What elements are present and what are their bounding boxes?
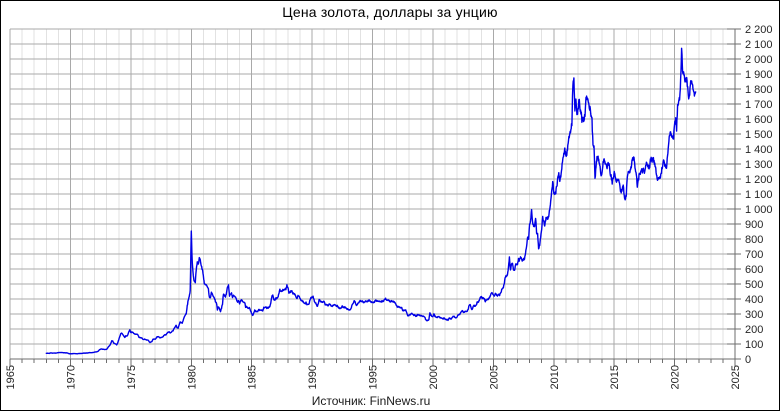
source-caption: Источник: FinNews.ru [311, 394, 431, 408]
y-axis-label: 2 100 [745, 39, 773, 51]
y-axis-labels: 0 100 200 300 400 500 600 700 800 900 1 000 1 100 1 … [745, 24, 773, 366]
grid-major-horizontal [10, 28, 735, 345]
x-axis-label: 1970 [65, 365, 77, 389]
y-axis-label: 1 400 [745, 144, 773, 156]
y-axis-label: 1 800 [745, 84, 773, 96]
x-axis-label: 2010 [549, 365, 561, 389]
y-axis-label: 1 200 [745, 174, 773, 186]
y-axis-label: 900 [745, 219, 763, 231]
y-axis-label: 600 [745, 264, 763, 276]
y-axis-label: 200 [745, 324, 763, 336]
y-axis-label: 1 900 [745, 69, 773, 81]
x-axis-label: 1980 [186, 365, 198, 389]
y-axis-ticks [727, 28, 741, 360]
x-axis-label: 2020 [670, 365, 682, 389]
y-axis-label: 2 000 [745, 54, 773, 66]
y-axis-label: 1 500 [745, 129, 773, 141]
x-axis-ticks [9, 359, 736, 366]
y-axis-label: 700 [745, 249, 763, 261]
y-axis-label: 1 700 [745, 99, 773, 111]
x-axis-label: 2005 [488, 365, 500, 389]
x-axis-label: 2015 [609, 365, 621, 389]
x-axis-label: 1990 [307, 365, 319, 389]
x-axis-label: 1985 [247, 365, 259, 389]
x-axis-label: 1975 [126, 365, 138, 389]
y-axis-label: 1 300 [745, 159, 773, 171]
x-axis-label: 1995 [368, 365, 380, 389]
y-axis-label: 0 [745, 354, 751, 366]
gold-price-line [45, 47, 697, 355]
chart-title: Цена золота, доллары за унцию [282, 4, 498, 20]
y-axis-label: 1 600 [745, 114, 773, 126]
y-axis-label: 1 000 [745, 204, 773, 216]
y-axis-label: 1 100 [745, 189, 773, 201]
y-axis-label: 100 [745, 339, 763, 351]
x-axis-labels: 1965 1970 1975 1980 1985 1990 1995 2000 2005 2010… [5, 365, 742, 389]
y-axis-label: 2 200 [745, 24, 773, 36]
y-axis-label: 400 [745, 294, 763, 306]
x-axis-label: 1965 [5, 365, 17, 389]
x-axis-label: 2000 [428, 365, 440, 389]
y-axis-label: 300 [745, 309, 763, 321]
x-axis-label: 2025 [730, 365, 742, 389]
y-axis-label: 500 [745, 279, 763, 291]
y-axis-label: 800 [745, 234, 763, 246]
